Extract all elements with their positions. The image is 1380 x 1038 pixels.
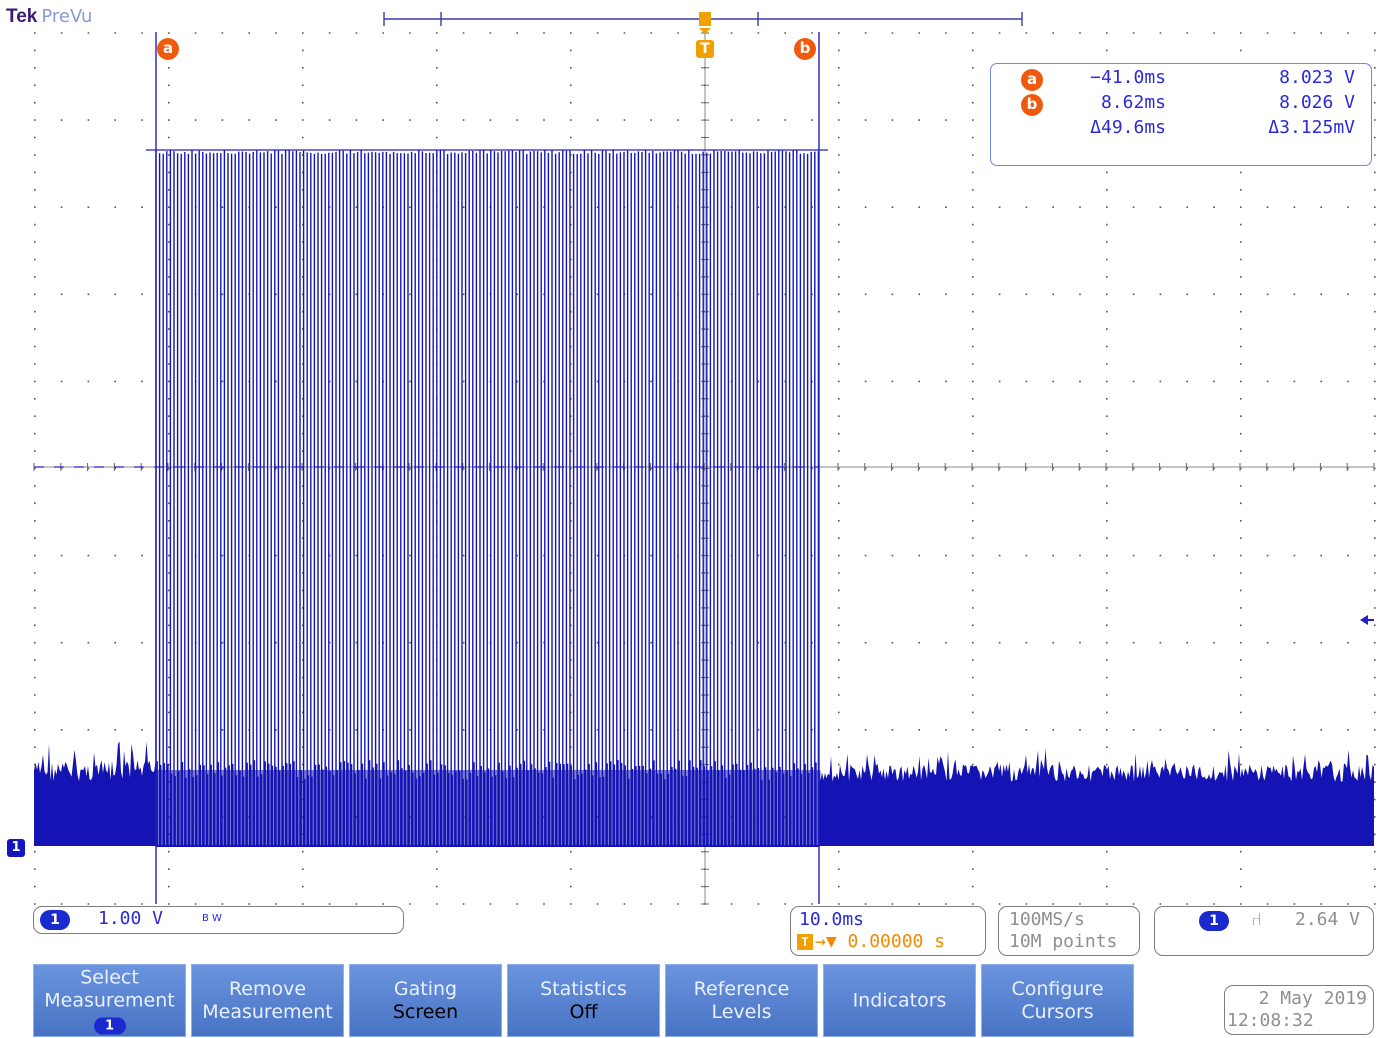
- pulse-burst: [155, 150, 821, 846]
- noise-floor-right: [819, 748, 1374, 846]
- volts-per-div: 1.00 V: [98, 908, 164, 929]
- trigger-level: 2.64 V: [1295, 909, 1361, 930]
- trigger-position-value: 0.00000 s: [847, 931, 946, 952]
- remove-measurement-button[interactable]: Remove Measurement: [191, 964, 344, 1037]
- channel-1-ground-marker[interactable]: 1: [7, 839, 25, 857]
- trigger-source-badge: 1: [1199, 911, 1229, 931]
- acquisition-readout[interactable]: 100MS/s 10M points: [998, 906, 1140, 956]
- trigger-readout[interactable]: 1 ⑁ 2.64 V: [1154, 906, 1374, 956]
- cursor-b-badge[interactable]: b: [794, 38, 816, 60]
- trigger-arrow-icon: →▼: [815, 931, 837, 952]
- timebase-readout[interactable]: 10.0ms T →▼ 0.00000 s: [790, 906, 986, 956]
- trigger-position-marker[interactable]: T: [696, 40, 714, 58]
- cursor-b-readout: b 8.62ms 8.026 V: [991, 92, 1371, 118]
- trigger-position-readout: T →▼ 0.00000 s: [797, 931, 945, 952]
- channel-1-waveform: [34, 150, 1374, 847]
- channel-1-scale-readout[interactable]: 1 1.00 V B W: [33, 906, 404, 934]
- cursor-a-value: 8.023 V: [1279, 67, 1355, 88]
- gating-button[interactable]: Gating Screen: [349, 964, 502, 1037]
- date: 2 May 2019: [1258, 988, 1367, 1009]
- cursor-a-badge[interactable]: a: [157, 38, 179, 60]
- cursor-a-readout: a −41.0ms 8.023 V: [991, 67, 1371, 93]
- reference-levels-button[interactable]: Reference Levels: [665, 964, 818, 1037]
- channel-1-badge: 1: [40, 910, 70, 930]
- bandwidth-limit-icon: B W: [202, 913, 222, 924]
- sample-rate: 100MS/s: [1009, 909, 1085, 930]
- select-measurement-button[interactable]: Select Measurement 1: [33, 964, 186, 1037]
- date-time-display: 2 May 2019 12:08:32: [1224, 985, 1374, 1035]
- trigger-level-arrow: [1360, 615, 1368, 625]
- waveform-display[interactable]: [0, 0, 1380, 910]
- acquisition-mode: PreVu: [41, 6, 93, 27]
- cursor-a-badge-icon: a: [1021, 69, 1043, 91]
- brand-logo: Tek PreVu: [6, 6, 92, 28]
- record-trigger-marker: [699, 12, 711, 26]
- configure-cursors-button[interactable]: Configure Cursors: [981, 964, 1134, 1037]
- cursor-b-time: 8.62ms: [1100, 92, 1166, 113]
- statistics-button[interactable]: Statistics Off: [507, 964, 660, 1037]
- time: 12:08:32: [1227, 1010, 1314, 1031]
- pulse-burst-low-band: [156, 770, 819, 846]
- record-length: 10M points: [1009, 931, 1118, 952]
- channel-1-badge: 1: [93, 1017, 126, 1034]
- trigger-icon: T: [797, 934, 813, 950]
- cursor-delta-readout: Δ49.6ms Δ3.125mV: [991, 117, 1371, 143]
- time-per-div: 10.0ms: [799, 909, 865, 930]
- noise-floor-left: [34, 741, 156, 846]
- cursor-delta-value: Δ3.125mV: [1268, 117, 1355, 138]
- indicators-button[interactable]: Indicators: [823, 964, 976, 1037]
- cursor-b-badge-icon: b: [1021, 94, 1043, 116]
- cursor-b-value: 8.026 V: [1279, 92, 1355, 113]
- cursor-readout: a −41.0ms 8.023 V b 8.62ms 8.026 V Δ49.6…: [990, 63, 1372, 166]
- cursor-delta-time: Δ49.6ms: [1090, 117, 1166, 138]
- cursor-overlays: [34, 12, 1374, 904]
- brand-make: Tek: [6, 6, 38, 27]
- rising-edge-icon: ⑁: [1251, 909, 1262, 930]
- cursor-a-time: −41.0ms: [1090, 67, 1166, 88]
